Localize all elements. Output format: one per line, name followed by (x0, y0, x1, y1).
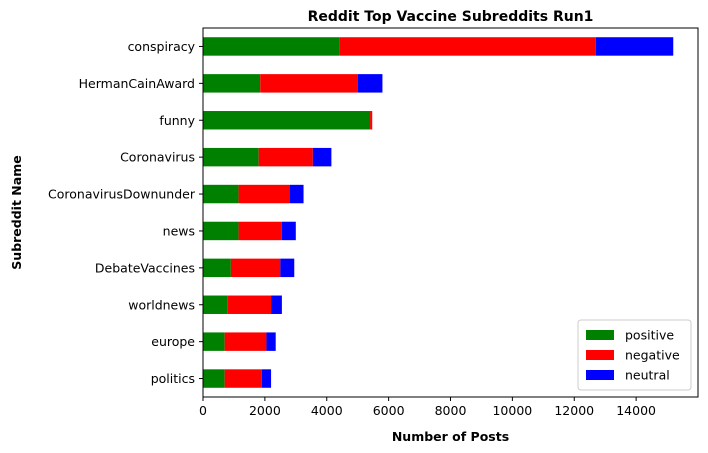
bar-negative-news (238, 221, 282, 241)
y-tick-label-HermanCainAward: HermanCainAward (79, 76, 195, 91)
x-tick-label: 10000 (492, 403, 532, 418)
bar-neutral-DebateVaccines (280, 258, 295, 278)
x-tick-label: 0 (199, 403, 207, 418)
y-tick-label-news: news (163, 223, 195, 238)
legend-label-positive: positive (625, 328, 674, 343)
x-tick-label: 4000 (311, 403, 343, 418)
bar-neutral-conspiracy (595, 37, 674, 56)
bar-neutral-HermanCainAward (357, 74, 383, 93)
y-axis-title: Subreddit Name (9, 155, 24, 269)
bar-negative-funny (370, 111, 373, 130)
y-tick-label-europe: europe (151, 334, 195, 349)
y-tick-label-worldnews: worldnews (128, 297, 195, 312)
bar-negative-europe (224, 332, 267, 351)
bar-negative-Coronavirus (258, 147, 313, 167)
legend-label-negative: negative (625, 348, 680, 363)
legend-swatch-negative (586, 350, 614, 360)
legend-swatch-positive (586, 330, 614, 340)
bars-layer (203, 37, 674, 388)
chart-title: Reddit Top Vaccine Subreddits Run1 (308, 9, 594, 25)
x-tick-label: 6000 (373, 403, 405, 418)
x-tick-label: 14000 (616, 403, 656, 418)
x-tick-label: 8000 (435, 403, 467, 418)
x-axis-title: Number of Posts (392, 429, 509, 444)
legend-swatch-neutral (586, 370, 614, 380)
y-tick-label-Coronavirus: Coronavirus (120, 150, 195, 165)
bar-neutral-Coronavirus (312, 147, 332, 167)
axes-layer: 0 2000 4000 6000 8000 10000 12000 14000 conspira… (48, 27, 699, 418)
bar-positive-HermanCainAward (203, 74, 261, 93)
bar-positive-news (203, 221, 239, 241)
bar-positive-conspiracy (203, 37, 340, 56)
bar-neutral-politics (261, 369, 272, 388)
bar-negative-worldnews (227, 295, 272, 314)
bar-negative-conspiracy (339, 37, 596, 56)
bar-neutral-news (281, 221, 296, 241)
y-tick-label-politics: politics (151, 371, 195, 386)
bar-negative-CoronavirusDownunder (238, 184, 290, 204)
legend: positive negative neutral (577, 319, 692, 391)
bar-negative-DebateVaccines (230, 258, 281, 278)
bar-positive-CoronavirusDownunder (203, 184, 239, 204)
bar-positive-politics (203, 369, 225, 388)
bar-neutral-worldnews (271, 295, 282, 314)
bar-negative-politics (224, 369, 262, 388)
y-tick-label-DebateVaccines: DebateVaccines (95, 260, 195, 275)
bar-positive-funny (203, 111, 371, 130)
x-tick-label: 2000 (249, 403, 281, 418)
y-tick-label-conspiracy: conspiracy (128, 39, 196, 54)
y-tick-label-CoronavirusDownunder: CoronavirusDownunder (48, 187, 196, 202)
bar-positive-worldnews (203, 295, 228, 314)
bar-positive-Coronavirus (203, 147, 259, 167)
bar-negative-HermanCainAward (260, 74, 358, 93)
bar-positive-europe (203, 332, 225, 351)
bar-positive-DebateVaccines (203, 258, 231, 278)
bar-neutral-CoronavirusDownunder (289, 184, 304, 204)
legend-label-neutral: neutral (625, 368, 670, 383)
x-tick-label: 12000 (554, 403, 594, 418)
bar-neutral-europe (266, 332, 276, 351)
y-tick-label-funny: funny (159, 113, 195, 128)
